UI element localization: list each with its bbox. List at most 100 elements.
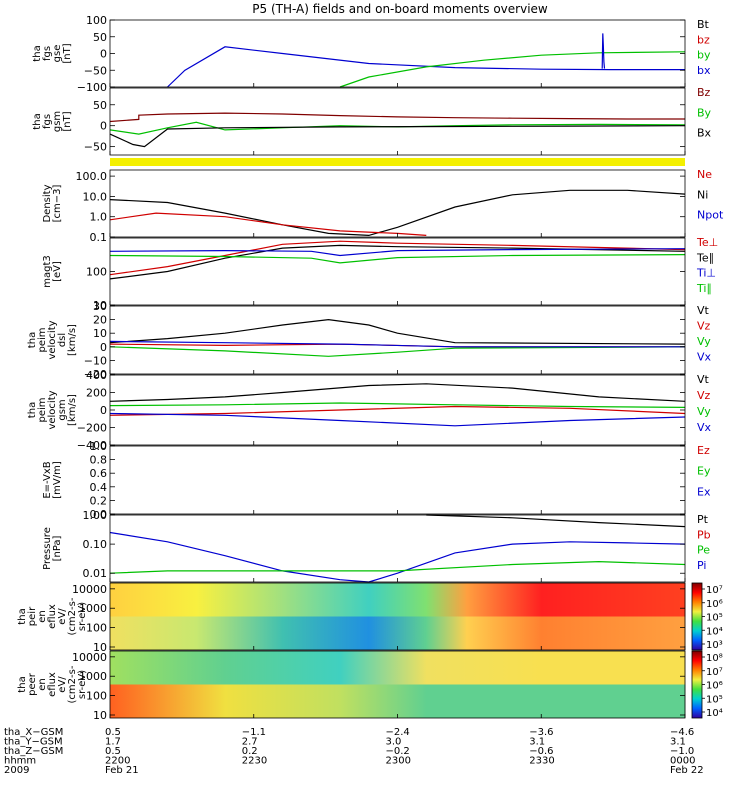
series-Vx: [109, 340, 685, 348]
legend-Bt: Bt: [697, 18, 710, 31]
x-axis-value: −0.2: [386, 746, 410, 757]
y-tick-label: −50: [84, 64, 107, 77]
heatmap-cell: [110, 684, 226, 718]
x-axis-value: Feb 22: [670, 765, 704, 776]
colorbar-tick-label: 10⁵: [706, 694, 723, 705]
colorbar-tick-label: 10⁸: [706, 653, 723, 664]
legend-Npot: Npot: [697, 209, 724, 222]
y-axis-label: Pressure: [42, 527, 53, 570]
legend-Te⊥: Te⊥: [696, 236, 718, 249]
y-tick-label: 100: [86, 622, 107, 635]
y-axis-label: E=-VxB: [42, 461, 53, 498]
heatmap-cell: [426, 583, 467, 617]
legend-Ne: Ne: [697, 168, 712, 181]
y-axis-label: en: [37, 610, 48, 623]
series-Vz: [109, 405, 686, 416]
y-tick-label: 1.00: [83, 509, 108, 522]
series-Vx: [109, 412, 686, 427]
y-tick-label: 0: [100, 120, 107, 133]
x-axis-row-label: tha_Y−GSM: [4, 737, 63, 748]
y-axis-label: fgs: [42, 114, 53, 129]
x-axis-value: 3.1: [670, 737, 686, 748]
heatmap-cell: [368, 616, 427, 650]
x-axis-value: 0.2: [242, 746, 258, 757]
y-tick-label: 10: [93, 299, 107, 312]
panel-frame: [109, 445, 686, 515]
y-tick-label: 10: [93, 709, 107, 722]
legend-Vy: Vy: [697, 335, 711, 348]
y-axis-label: fgs: [42, 46, 53, 61]
x-axis-value: −4.6: [670, 727, 694, 738]
legend-Pb: Pb: [697, 528, 711, 541]
legend-Pt: Pt: [697, 513, 709, 526]
heatmap-cell: [196, 583, 283, 617]
colorbar-tick-label: 10⁴: [706, 626, 723, 637]
y-tick-label: −20: [84, 368, 107, 381]
colorbar: [691, 582, 703, 651]
series-by: [339, 51, 686, 88]
y-axis-label: [mV/m]: [52, 461, 63, 499]
x-axis-value: 2.7: [242, 737, 258, 748]
heatmap-cell: [541, 651, 686, 685]
panel-peir_en_eflux: 10⁷ 10⁶ 10⁵ 10⁴ 10³ 10000 1000 100 10 tha peir en ef…: [17, 582, 723, 654]
legend-Vt: Vt: [697, 373, 710, 386]
series-bx: [167, 46, 685, 88]
y-axis-label: [nT]: [62, 43, 73, 63]
legend-bz: bz: [697, 33, 710, 46]
legend-Ex: Ex: [697, 485, 711, 498]
heatmap-cell: [466, 616, 542, 650]
y-tick-label: 0: [100, 341, 107, 354]
legend-Ti⊥: Ti⊥: [696, 267, 716, 280]
y-axis-label: gsm: [57, 399, 68, 420]
legend-Pi: Pi: [697, 559, 706, 572]
colorbar-tick-label: 10⁷: [706, 585, 723, 596]
x-axis-row-label: tha_Z−GSM: [4, 746, 63, 757]
colorbar-tick-label: 10⁷: [706, 667, 723, 678]
y-tick-label: 400: [86, 369, 107, 382]
legend-Vx: Vx: [697, 421, 712, 434]
series-Bz: [109, 112, 685, 123]
y-axis-label: eV/: [57, 608, 68, 625]
series-Pe: [109, 560, 686, 574]
y-axis-label: velocity: [47, 320, 58, 359]
series-Ne: [109, 212, 427, 236]
legend-By: By: [697, 106, 712, 119]
y-tick-label: 50: [93, 31, 107, 44]
legend-bx: bx: [697, 64, 711, 77]
y-axis-label: gsm: [52, 111, 63, 132]
heatmap-cell: [110, 583, 197, 617]
y-tick-label: −50: [84, 141, 107, 154]
x-axis-value: −2.4: [386, 727, 410, 738]
heatmap-cell: [282, 583, 370, 617]
y-tick-label: 0: [100, 48, 107, 61]
y-tick-label: 200: [86, 387, 107, 400]
panel-frame: [109, 305, 686, 375]
y-axis-label: (cm2-s-: [67, 665, 78, 703]
colorbar-tick-label: 10⁴: [706, 708, 723, 719]
legend-Vt: Vt: [697, 304, 710, 317]
legend-by: by: [697, 49, 711, 62]
series-Pi: [109, 531, 686, 583]
y-axis-label: tha: [27, 402, 38, 418]
legend-Vx: Vx: [697, 351, 712, 364]
y-tick-label: 1.0: [90, 211, 108, 224]
y-axis-label: peir: [27, 606, 38, 626]
y-axis-label: tha: [27, 332, 38, 348]
series-Pt: [426, 514, 686, 528]
y-axis-label: peim: [37, 397, 48, 422]
x-axis-value: 2300: [386, 756, 411, 767]
heatmap-cell: [110, 616, 197, 650]
heatmap-cell: [368, 583, 427, 617]
heatmap-cell: [225, 684, 341, 718]
y-axis-label: eV/: [57, 676, 68, 693]
x-axis-value: −1.1: [242, 727, 266, 738]
heatmap-cell: [541, 616, 686, 650]
y-tick-label: 100: [86, 266, 107, 279]
y-axis-label: tha: [17, 676, 28, 692]
y-tick-label: 0.2: [90, 494, 108, 507]
y-tick-label: 30: [93, 300, 107, 313]
panel-temperature: 100 10 magt3 [eV] Te⊥ Te∥ Ti⊥ Ti∥: [42, 236, 718, 312]
heatmap-cell: [282, 616, 370, 650]
plot-title: P5 (TH-A) fields and on-board moments ov…: [252, 2, 548, 16]
